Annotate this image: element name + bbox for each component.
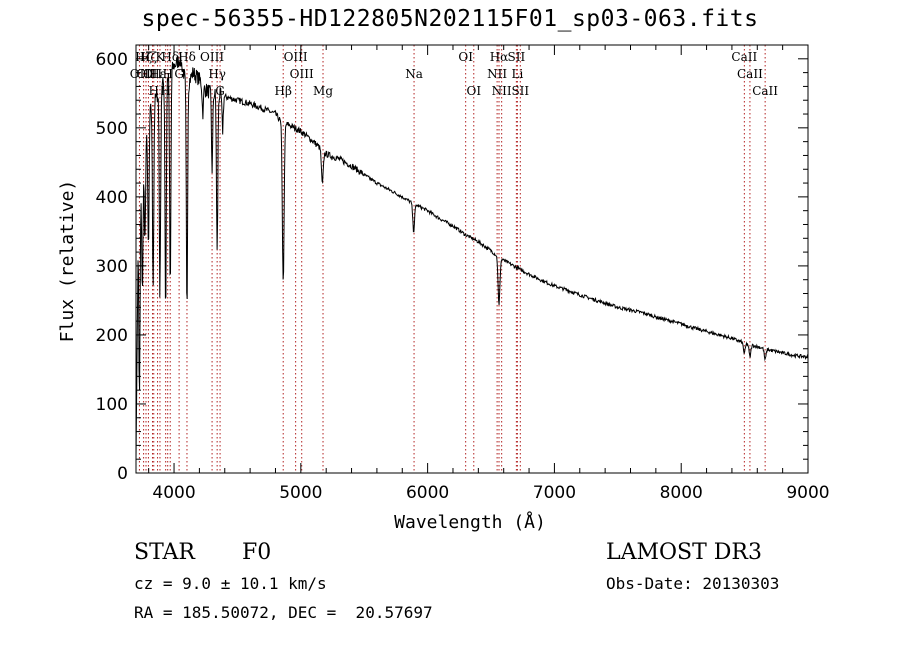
x-tick-label: 9000 bbox=[786, 483, 829, 503]
line-marker-label: K bbox=[155, 50, 165, 64]
plot-frame bbox=[135, 44, 809, 474]
x-tick-label: 8000 bbox=[660, 483, 703, 503]
x-tick-label: 6000 bbox=[406, 483, 449, 503]
line-marker-label: Mg bbox=[313, 84, 333, 98]
y-tick-label: 600 bbox=[96, 50, 128, 70]
object-class: STAR bbox=[134, 540, 195, 565]
x-tick-label: 7000 bbox=[533, 483, 576, 503]
line-marker-label: OII bbox=[136, 67, 156, 81]
y-tick-label: 300 bbox=[96, 257, 128, 277]
line-marker-label: Hε bbox=[149, 67, 166, 81]
line-marker-label: Hδ bbox=[161, 50, 179, 64]
line-marker-label: NII bbox=[492, 84, 512, 98]
axis-ticks: 4000 5000 6000 7000 8000 9000 0 100 200 300 400 500… bbox=[96, 45, 830, 503]
line-marker-label: Hβ bbox=[275, 84, 292, 98]
line-marker-label: G bbox=[215, 84, 225, 98]
line-marker-label: Hα bbox=[490, 50, 509, 64]
y-tick-label: 0 bbox=[117, 464, 128, 484]
line-marker-label: H bbox=[160, 84, 170, 98]
line-marker-label: CaII bbox=[752, 84, 778, 98]
spectrum-series bbox=[135, 52, 809, 460]
line-marker-label: OI bbox=[458, 50, 473, 64]
y-axis-label: Flux (relative) bbox=[57, 180, 78, 343]
x-tick-label: 5000 bbox=[279, 483, 322, 503]
x-tick-label: 4000 bbox=[152, 483, 195, 503]
line-marker-label: Hγ bbox=[208, 67, 226, 81]
line-marker-label: G bbox=[174, 67, 184, 81]
coordinates: RA = 185.50072, DEC = 20.57697 bbox=[134, 603, 433, 622]
chart-title: spec-56355-HD122805N202115F01_sp03-063.f… bbox=[141, 6, 759, 32]
obs-date: Obs-Date: 20130303 bbox=[606, 574, 780, 593]
line-marker-label: OI bbox=[466, 84, 481, 98]
line-marker-label: OIII bbox=[200, 50, 224, 64]
y-tick-label: 400 bbox=[96, 188, 128, 208]
line-markers bbox=[138, 45, 766, 473]
survey-name: LAMOST DR3 bbox=[606, 540, 762, 565]
line-marker-label: Hζ bbox=[135, 50, 152, 64]
spectrum-line bbox=[135, 52, 809, 460]
line-marker-label: CaII bbox=[737, 67, 763, 81]
line-marker-label: Na bbox=[405, 67, 423, 81]
line-marker-label: Hζ bbox=[140, 50, 157, 64]
object-subclass: F0 bbox=[242, 540, 272, 565]
line-marker-label: SII bbox=[511, 84, 529, 98]
line-marker-label: CaII bbox=[731, 50, 757, 64]
line-marker-label: OII bbox=[143, 67, 163, 81]
line-marker-label: H bbox=[149, 84, 159, 98]
line-marker-label: NII bbox=[487, 67, 507, 81]
line-marker-label: OII bbox=[130, 67, 150, 81]
line-marker-label: Hδ bbox=[178, 50, 196, 64]
x-axis-label: Wavelength (Å) bbox=[394, 511, 546, 533]
redshift-readout: cz = 9.0 ± 10.1 km/s bbox=[134, 574, 327, 593]
line-marker-label: OIII bbox=[284, 50, 308, 64]
y-tick-label: 100 bbox=[96, 395, 128, 415]
line-marker-label: H bbox=[162, 67, 172, 81]
line-marker-label: OIII bbox=[290, 67, 314, 81]
y-tick-label: 500 bbox=[96, 119, 128, 139]
y-tick-label: 200 bbox=[96, 326, 128, 346]
line-marker-label: Li bbox=[511, 67, 523, 81]
line-marker-label: SII bbox=[508, 50, 526, 64]
